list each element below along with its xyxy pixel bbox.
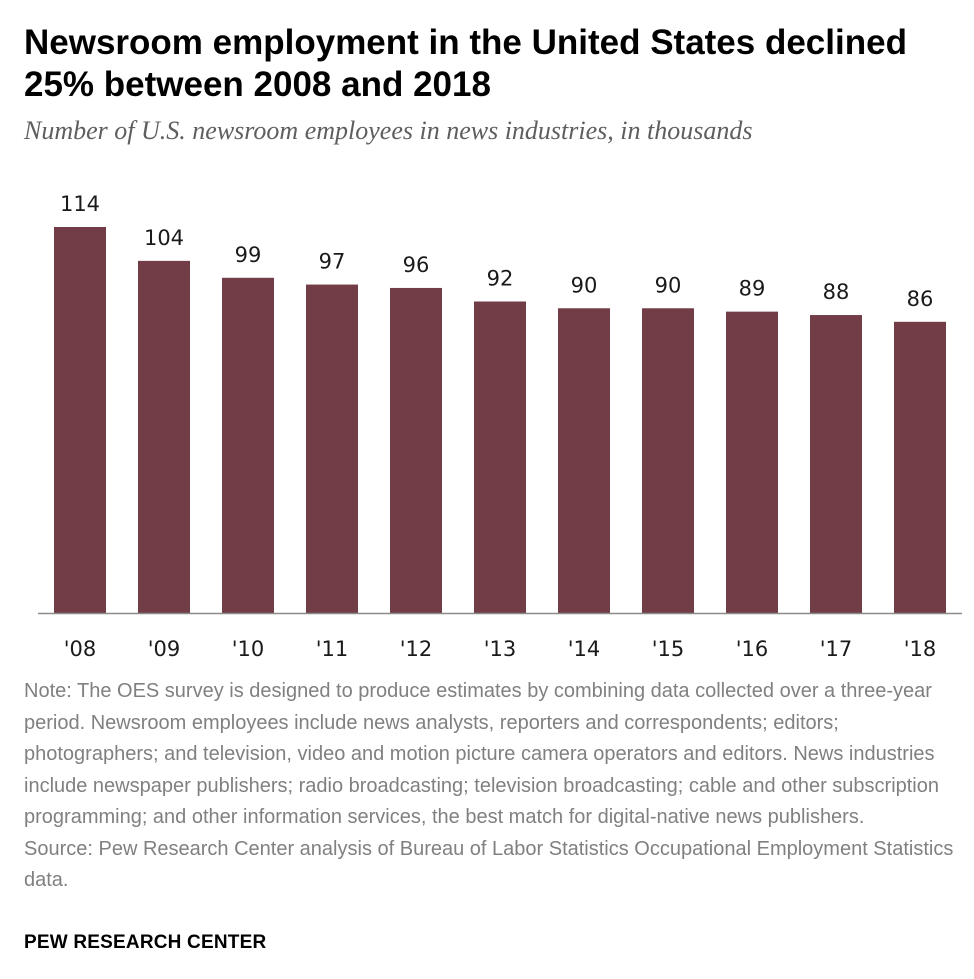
bar-1 [138, 260, 190, 613]
x-tick-label-7: '15 [652, 637, 685, 661]
x-tick-label-8: '16 [736, 637, 769, 661]
bar-9 [810, 315, 862, 613]
bar-8 [726, 311, 778, 613]
x-tick-label-6: '14 [568, 637, 601, 661]
brand-logo-text: PEW RESEARCH CENTER [24, 932, 267, 953]
notes-block: Note: The OES survey is designed to prod… [24, 676, 964, 897]
x-tick-labels-group: '08 '09 '10 '11 '12 '13 '14 '15 '16 '17 '18 [64, 637, 937, 661]
x-tick-label-9: '17 [820, 637, 853, 661]
x-tick-label-10: '18 [904, 637, 937, 661]
bar-4 [390, 287, 442, 613]
chart-title: Newsroom employment in the United States… [24, 23, 907, 104]
x-tick-label-4: '12 [400, 637, 433, 661]
bar-7 [642, 308, 694, 613]
data-label-7: 90 [655, 273, 682, 297]
data-label-1: 104 [144, 226, 184, 250]
data-label-8: 89 [739, 277, 766, 301]
bar-0 [54, 227, 106, 613]
data-labels-group: 114 104 99 97 96 92 90 90 89 88 86 [60, 192, 933, 311]
x-tick-label-0: '08 [64, 637, 97, 661]
bars-group [54, 227, 946, 613]
data-label-5: 92 [487, 266, 514, 290]
data-label-3: 97 [319, 250, 346, 274]
data-label-0: 114 [60, 192, 100, 216]
note-text: Note: The OES survey is designed to prod… [24, 680, 939, 828]
x-tick-label-5: '13 [484, 637, 517, 661]
data-label-10: 86 [907, 287, 934, 311]
source-text: Source: Pew Research Center analysis of … [24, 837, 954, 892]
bar-10 [894, 321, 946, 613]
data-label-6: 90 [571, 273, 598, 297]
x-tick-label-3: '11 [316, 637, 349, 661]
data-label-2: 99 [235, 243, 262, 267]
data-label-9: 88 [823, 280, 850, 304]
bar-6 [558, 308, 610, 613]
x-tick-label-2: '10 [232, 637, 265, 661]
bar-chart: 114 104 99 97 96 92 90 90 89 88 86 '08 '09 '10 '11 '12… [38, 192, 962, 661]
bar-3 [306, 284, 358, 613]
bar-5 [474, 301, 526, 613]
chart-subtitle: Number of U.S. newsroom employees in new… [24, 116, 753, 145]
x-tick-label-1: '09 [148, 637, 181, 661]
bar-2 [222, 277, 274, 613]
data-label-4: 96 [403, 253, 430, 277]
